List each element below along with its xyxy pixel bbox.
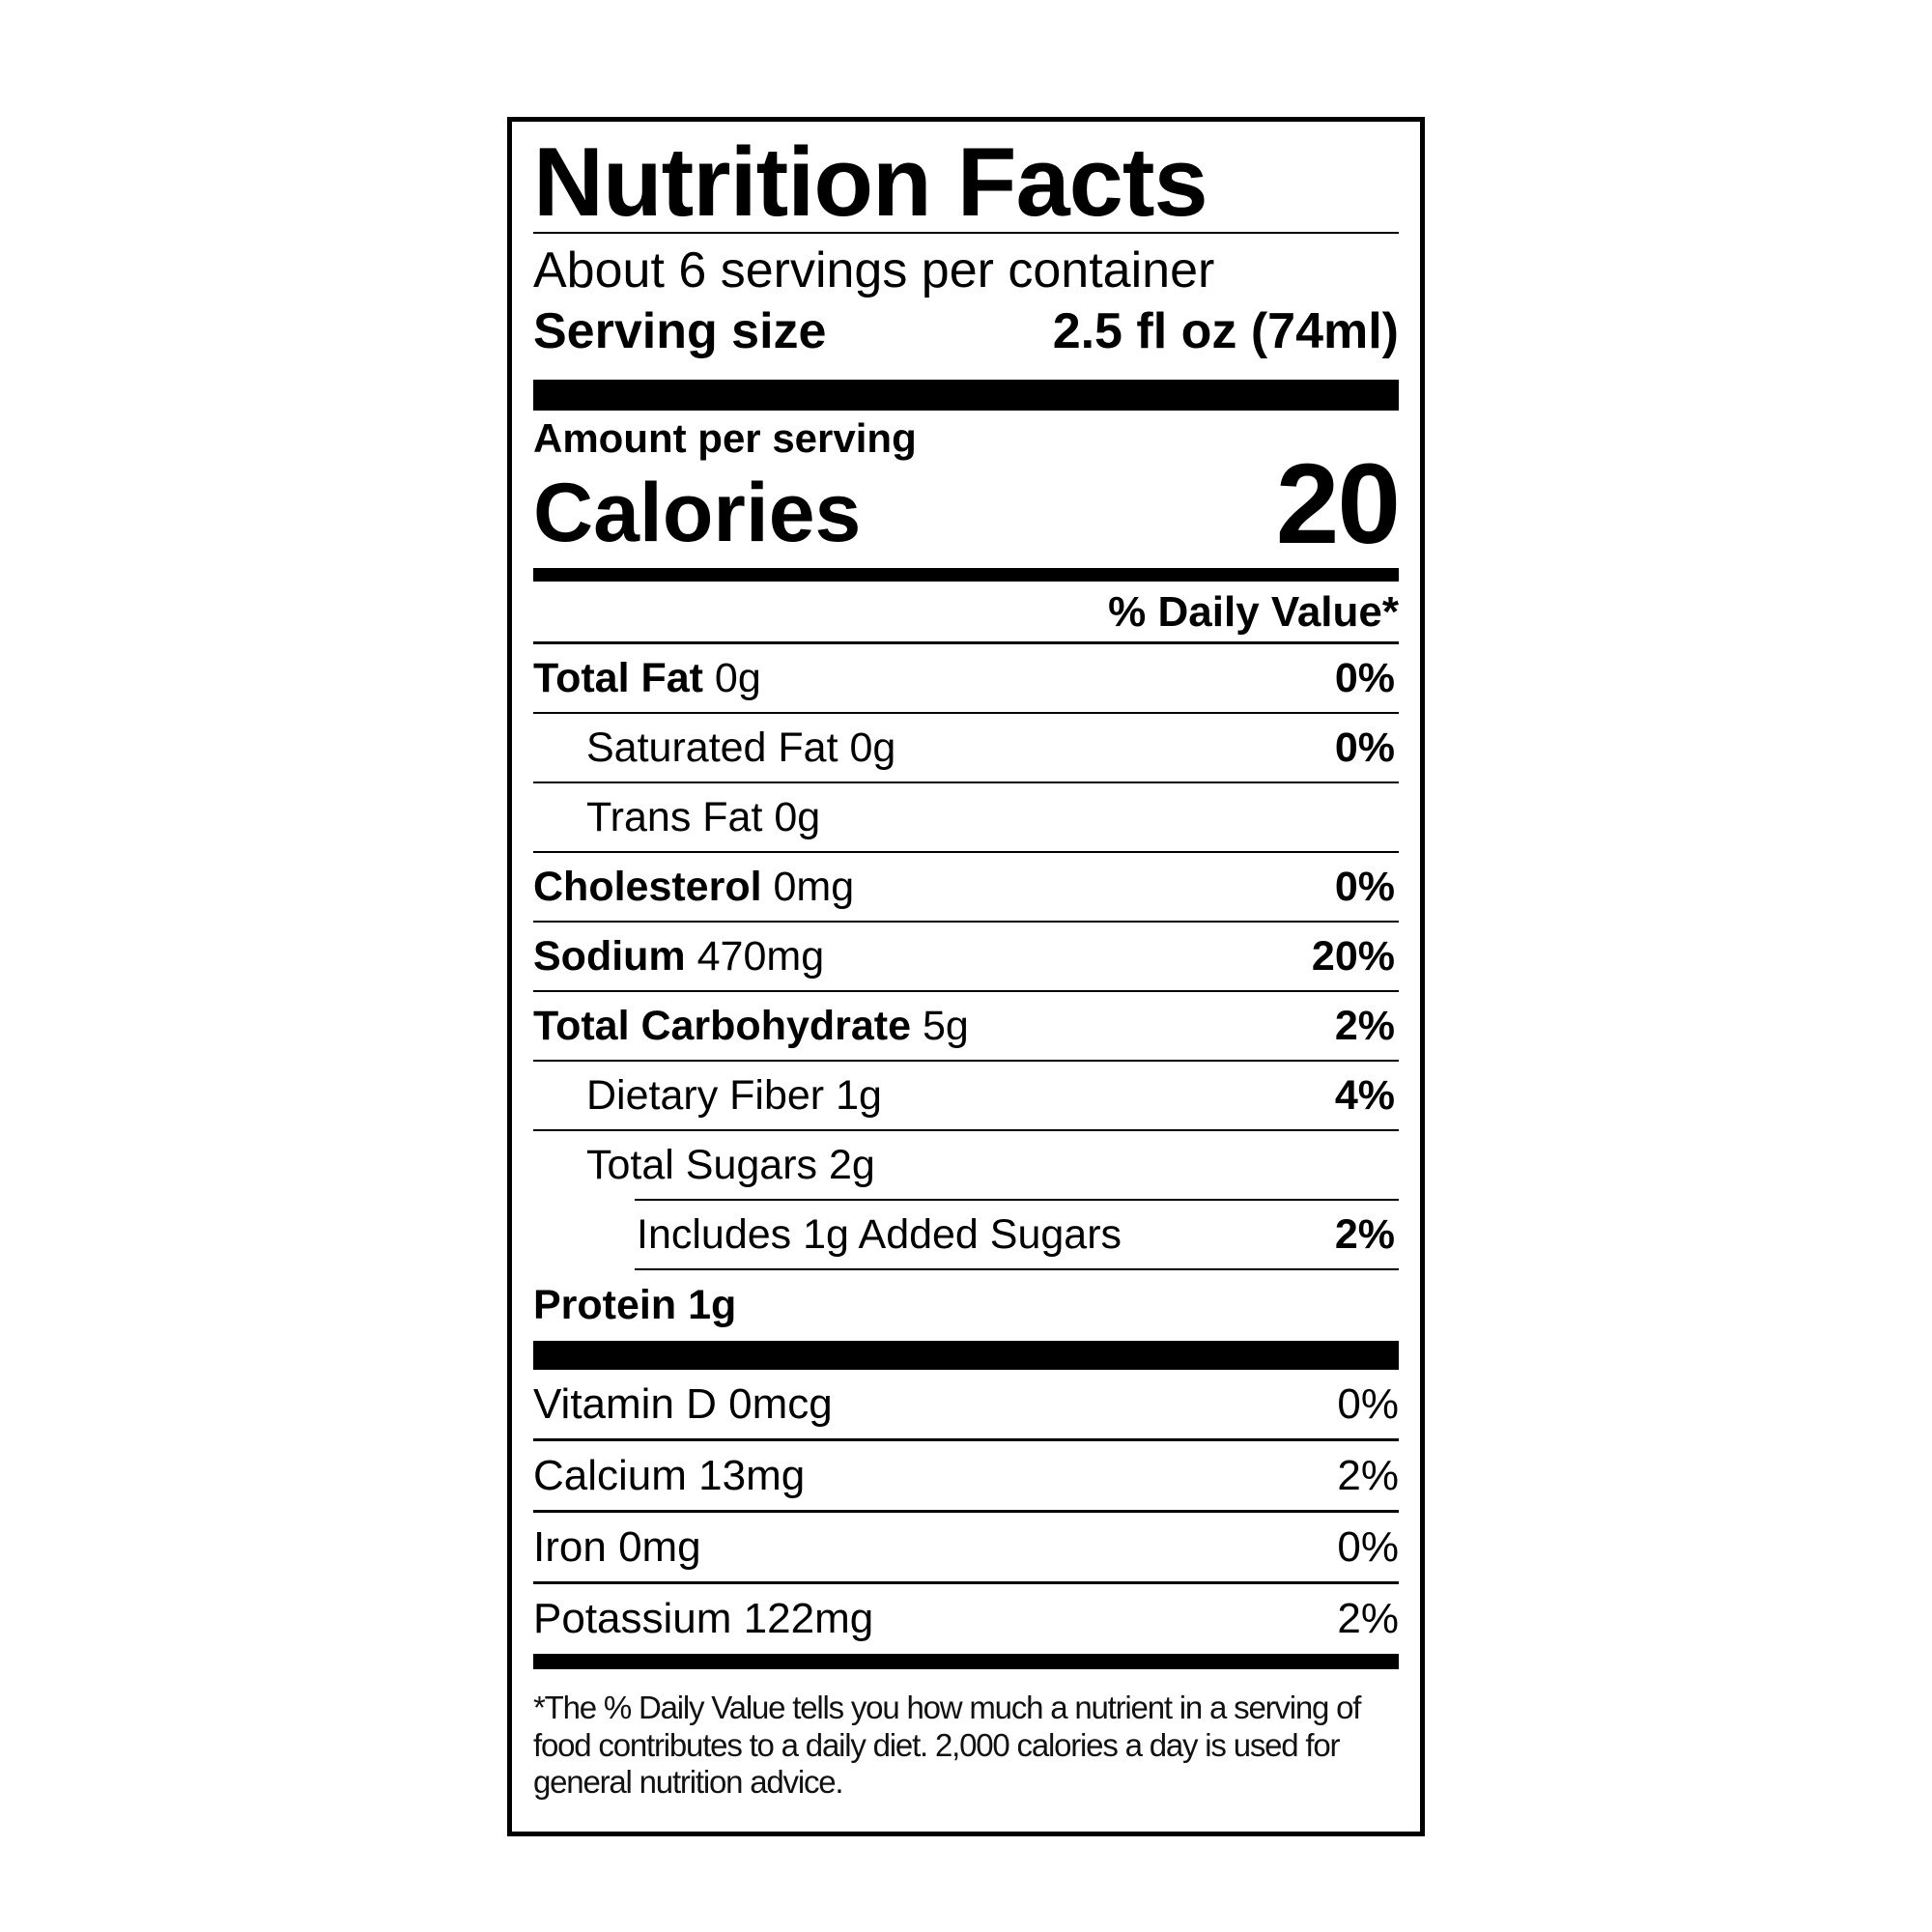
nutrition-facts-label: Nutrition Facts About 6 servings per con… xyxy=(507,117,1425,1836)
vitamin-name: Calcium xyxy=(533,1451,687,1499)
nutrient-row-total-fat: Total Fat 0g 0% xyxy=(533,644,1399,714)
nutrient-row-cholesterol: Cholesterol 0mg 0% xyxy=(533,853,1399,923)
vitamin-name: Iron xyxy=(533,1522,607,1571)
nutrient-dv: 0% xyxy=(1334,654,1395,701)
nutrient-row-total-carbohydrate: Total Carbohydrate 5g 2% xyxy=(533,992,1399,1062)
divider xyxy=(533,232,1399,234)
nutrient-name: Sodium xyxy=(533,932,686,980)
footnote: *The % Daily Value tells you how much a … xyxy=(533,1690,1361,1800)
nutrient-amount: 470mg xyxy=(696,932,825,980)
nutrient-amount: 0g xyxy=(714,654,761,701)
medium-divider xyxy=(533,568,1399,582)
nutrient-name: Protein xyxy=(533,1282,677,1328)
nutrient-dv: 2% xyxy=(1334,1210,1395,1258)
servings-per-container: About 6 servings per container xyxy=(533,242,1215,298)
vitamin-dv: 0% xyxy=(1337,1522,1399,1571)
vitamin-amount: 122mg xyxy=(743,1595,874,1642)
nutrient-amount: 2g xyxy=(828,1141,875,1188)
calories-row: Calories 20 xyxy=(533,440,1401,568)
vitamin-amount: 0mcg xyxy=(728,1379,833,1428)
nutrient-dv: 0% xyxy=(1334,863,1395,910)
nutrient-name: Includes 1g Added Sugars xyxy=(637,1210,1122,1258)
nutrient-row-sodium: Sodium 470mg 20% xyxy=(533,923,1399,992)
nutrient-amount: 0g xyxy=(774,793,821,840)
nutrient-amount: 0mg xyxy=(773,863,855,910)
thick-divider xyxy=(533,380,1399,411)
medium-divider xyxy=(533,1654,1399,1669)
nutrient-row-total-sugars: Total Sugars 2g xyxy=(533,1131,1399,1199)
amount-per-serving: Amount per serving xyxy=(533,415,917,461)
nutrient-row-added-sugars: Includes 1g Added Sugars 2% xyxy=(635,1201,1399,1270)
vitamin-dv: 2% xyxy=(1337,1451,1399,1499)
nutrient-row-trans-fat: Trans Fat 0g xyxy=(533,783,1399,853)
nutrient-name: Trans Fat xyxy=(586,793,763,840)
nutrient-dv: 2% xyxy=(1334,1002,1395,1049)
nutrient-dv: 0% xyxy=(1334,724,1395,771)
nutrient-amount: 1g xyxy=(836,1071,882,1119)
nutrient-dv: 4% xyxy=(1334,1071,1395,1119)
nutrient-name: Cholesterol xyxy=(533,863,762,910)
nutrient-name: Total Carbohydrate xyxy=(533,1002,912,1049)
nutrient-row-saturated-fat: Saturated Fat 0g 0% xyxy=(533,714,1399,783)
vitamin-dv: 0% xyxy=(1337,1379,1399,1428)
nutrient-row-dietary-fiber: Dietary Fiber 1g 4% xyxy=(533,1062,1399,1131)
vitamin-row-vitamin-d: Vitamin D 0mcg 0% xyxy=(533,1370,1399,1441)
vitamin-row-iron: Iron 0mg 0% xyxy=(533,1513,1399,1584)
label-title: Nutrition Facts xyxy=(533,128,1208,237)
vitamin-name: Vitamin D xyxy=(533,1379,717,1428)
vitamin-amount: 0mg xyxy=(618,1522,701,1571)
calories-label: Calories xyxy=(533,467,862,559)
serving-size-label: Serving size xyxy=(533,303,827,359)
thick-divider xyxy=(533,1341,1399,1370)
nutrient-name: Total Fat xyxy=(533,654,703,701)
daily-value-header: % Daily Value* xyxy=(533,582,1399,644)
nutrient-name: Total Sugars xyxy=(586,1141,818,1188)
nutrient-name: Saturated Fat xyxy=(586,724,838,771)
nutrient-dv: 20% xyxy=(1311,932,1395,980)
indented-divider xyxy=(635,1199,1399,1201)
serving-size-row: Serving size 2.5 fl oz (74ml) xyxy=(533,299,1399,365)
serving-size-value: 2.5 fl oz (74ml) xyxy=(1052,303,1399,359)
vitamin-amount: 13mg xyxy=(698,1451,806,1499)
vitamin-dv: 2% xyxy=(1337,1595,1399,1642)
vitamin-row-calcium: Calcium 13mg 2% xyxy=(533,1441,1399,1513)
calories-value: 20 xyxy=(1275,440,1401,568)
nutrient-amount: 1g xyxy=(688,1282,737,1328)
nutrient-row-protein: Protein 1g xyxy=(533,1270,1399,1341)
vitamin-name: Potassium xyxy=(533,1595,732,1642)
vitamin-row-potassium: Potassium 122mg 2% xyxy=(533,1584,1399,1654)
nutrient-name: Dietary Fiber xyxy=(586,1071,825,1119)
nutrient-amount: 5g xyxy=(922,1002,969,1049)
nutrient-amount: 0g xyxy=(849,724,896,771)
